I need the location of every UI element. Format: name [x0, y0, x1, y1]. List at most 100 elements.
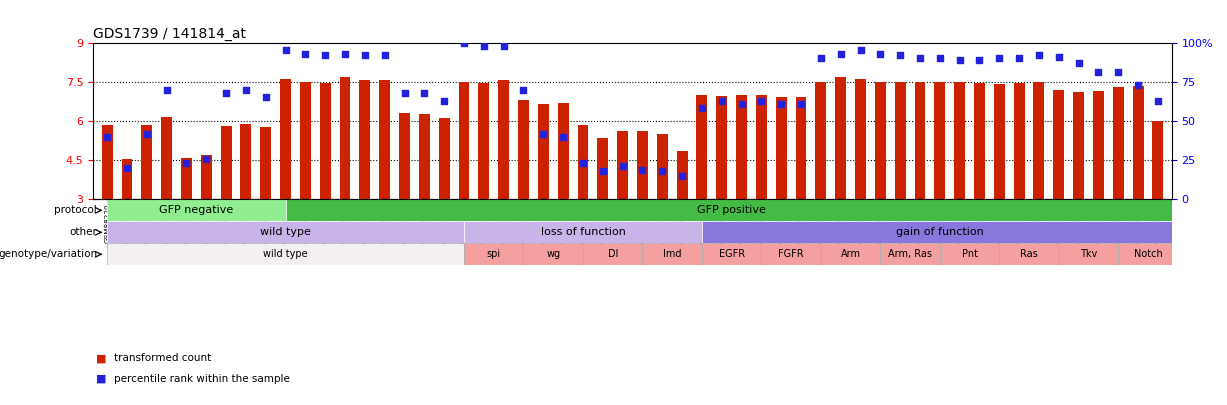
Bar: [855, 79, 866, 199]
Point: [117, 165, 136, 171]
Bar: [286, 199, 1178, 222]
Bar: [1074, 92, 1085, 199]
Point: [534, 130, 553, 137]
Text: GFP positive: GFP positive: [697, 205, 766, 215]
Bar: [676, 151, 687, 199]
Point: [1148, 97, 1168, 104]
Point: [375, 52, 395, 58]
Bar: [914, 82, 925, 199]
Point: [514, 86, 534, 93]
Bar: [459, 82, 470, 199]
Bar: [875, 82, 886, 199]
Bar: [762, 243, 821, 265]
Point: [870, 50, 890, 57]
Bar: [379, 81, 390, 199]
Text: EGFR: EGFR: [719, 249, 745, 259]
Bar: [578, 125, 589, 199]
Bar: [935, 82, 945, 199]
Text: ■: ■: [96, 374, 107, 384]
Bar: [121, 159, 133, 199]
Bar: [617, 131, 628, 199]
Point: [1108, 69, 1128, 76]
Bar: [141, 125, 152, 199]
Bar: [260, 128, 271, 199]
Bar: [894, 82, 906, 199]
Bar: [1033, 82, 1044, 199]
Point: [97, 133, 117, 140]
Point: [493, 43, 513, 49]
Bar: [1053, 90, 1064, 199]
Bar: [583, 243, 643, 265]
Text: Imd: Imd: [663, 249, 681, 259]
Point: [395, 90, 415, 96]
Text: GDS1739 / 141814_at: GDS1739 / 141814_at: [93, 28, 247, 41]
Point: [653, 168, 672, 175]
Bar: [399, 113, 410, 199]
Text: Arm, Ras: Arm, Ras: [888, 249, 933, 259]
Bar: [161, 117, 172, 199]
Point: [1049, 53, 1069, 60]
Bar: [637, 131, 648, 199]
Bar: [697, 95, 707, 199]
Bar: [1059, 243, 1118, 265]
Bar: [643, 243, 702, 265]
Text: Notch: Notch: [1134, 249, 1162, 259]
Bar: [994, 84, 1005, 199]
Point: [335, 50, 355, 57]
Bar: [940, 243, 999, 265]
Bar: [240, 124, 252, 199]
Point: [553, 133, 573, 140]
Text: ■: ■: [96, 354, 107, 363]
Point: [157, 86, 177, 93]
Bar: [518, 100, 529, 199]
Bar: [102, 125, 113, 199]
Text: protocol: protocol: [54, 205, 97, 215]
Point: [612, 163, 632, 170]
Point: [910, 55, 930, 62]
Point: [692, 105, 712, 112]
Bar: [1113, 87, 1124, 199]
Bar: [598, 138, 609, 199]
Point: [672, 173, 692, 179]
Bar: [880, 243, 940, 265]
Bar: [464, 243, 524, 265]
Bar: [107, 199, 286, 222]
Point: [1129, 82, 1148, 88]
Point: [137, 130, 157, 137]
Point: [791, 100, 811, 107]
Bar: [299, 82, 310, 199]
Point: [593, 168, 612, 175]
Point: [1010, 55, 1029, 62]
Bar: [795, 98, 806, 199]
Point: [573, 160, 593, 166]
Bar: [702, 222, 1178, 243]
Point: [415, 90, 434, 96]
Point: [930, 55, 950, 62]
Bar: [320, 83, 330, 199]
Bar: [656, 134, 667, 199]
Point: [236, 86, 255, 93]
Point: [633, 166, 653, 173]
Point: [434, 97, 454, 104]
Bar: [816, 82, 826, 199]
Bar: [717, 96, 728, 199]
Text: Pnt: Pnt: [962, 249, 978, 259]
Point: [355, 52, 374, 58]
Point: [989, 55, 1009, 62]
Bar: [775, 98, 787, 199]
Point: [772, 100, 791, 107]
Point: [177, 160, 196, 166]
Text: Tkv: Tkv: [1080, 249, 1097, 259]
Point: [752, 97, 772, 104]
Point: [196, 156, 216, 162]
Bar: [537, 104, 548, 199]
Text: percentile rank within the sample: percentile rank within the sample: [114, 374, 290, 384]
Bar: [756, 95, 767, 199]
Bar: [498, 81, 509, 199]
Bar: [999, 243, 1059, 265]
Bar: [180, 158, 191, 199]
Point: [256, 94, 276, 101]
Text: genotype/variation: genotype/variation: [0, 249, 97, 259]
Text: gain of function: gain of function: [896, 227, 984, 237]
Bar: [974, 83, 985, 199]
